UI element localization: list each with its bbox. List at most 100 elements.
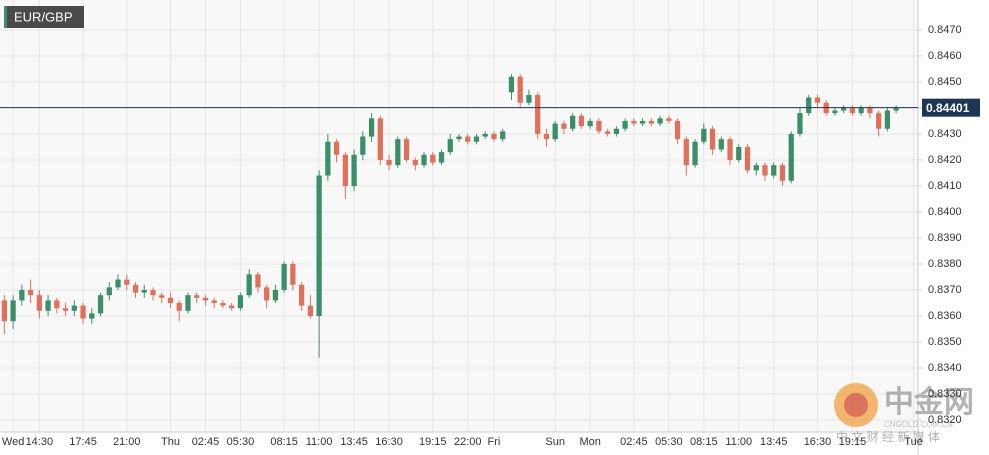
candle-body <box>727 139 733 160</box>
candle-body <box>281 263 287 290</box>
candle-body <box>797 113 803 134</box>
candle-body <box>884 110 891 129</box>
candle-body <box>360 136 366 155</box>
y-tick-label: 0.8320 <box>928 414 962 426</box>
y-tick-label: 0.8360 <box>928 310 962 322</box>
y-tick-label: 0.8390 <box>928 232 962 244</box>
candle-body <box>395 139 401 166</box>
title-background <box>4 6 84 28</box>
x-tick-label: 19:15 <box>839 436 867 448</box>
candle-body <box>473 136 480 142</box>
x-tick-label: 11:00 <box>306 436 333 448</box>
x-tick-label: 05:30 <box>655 436 683 448</box>
candle-body <box>176 302 182 311</box>
candle-body <box>185 295 191 311</box>
x-tick-label: Wed <box>2 436 24 448</box>
candle-body <box>736 146 742 160</box>
candle-body <box>132 284 139 293</box>
candle-body <box>377 118 383 160</box>
x-tick-label: 08:15 <box>270 436 298 448</box>
candle-body <box>841 107 847 111</box>
candle-body <box>771 165 777 176</box>
x-tick-label: 19:15 <box>419 436 447 448</box>
x-tick-label: 17:45 <box>69 436 97 448</box>
candle-body <box>517 76 523 103</box>
candle-body <box>45 300 51 311</box>
candle-body <box>674 120 681 140</box>
candle-body <box>832 110 838 114</box>
candle-body <box>36 295 42 311</box>
candle-body <box>272 289 279 301</box>
candle-body <box>639 120 646 124</box>
candle-body <box>255 274 261 288</box>
x-tick-label: Mon <box>579 436 600 448</box>
candle-body <box>211 300 217 303</box>
watermark-slogan: 中 文 财 经 新 媒 体 <box>836 429 940 444</box>
candle-body <box>412 159 418 166</box>
candle-body <box>62 308 69 311</box>
x-tick-label: 13:45 <box>760 436 788 448</box>
candle-body <box>491 133 497 140</box>
x-tick-label: 02:45 <box>620 436 648 448</box>
candle-body <box>351 154 357 186</box>
x-tick-label: Sun <box>545 436 565 448</box>
x-tick-label: 05:30 <box>227 436 255 448</box>
x-tick-label: 22:00 <box>454 436 482 448</box>
x-tick-label: 13:45 <box>340 436 368 448</box>
candle-body <box>10 300 16 322</box>
x-tick-label: 16:30 <box>804 436 832 448</box>
watermark: 中金网 CNGOLD.COM.CN 中 文 财 经 新 媒 体 <box>834 383 974 444</box>
plot-background <box>0 0 918 432</box>
candle-body <box>543 133 550 140</box>
candle-body <box>1 300 7 322</box>
x-tick-label: 16:30 <box>375 436 403 448</box>
candle-body <box>779 165 786 181</box>
candle-body <box>54 300 60 309</box>
x-tick-label: 02:45 <box>192 436 220 448</box>
y-tick-label: 0.8370 <box>928 284 962 296</box>
candle-body <box>421 154 427 166</box>
watermark-logo: 中金网 <box>884 385 974 419</box>
candle-body <box>718 139 724 150</box>
title-accent <box>4 6 7 28</box>
last-price-box <box>922 98 980 117</box>
y-tick-label: 0.8470 <box>928 24 962 36</box>
candle-body <box>893 107 899 111</box>
candle-body <box>19 289 25 301</box>
y-tick-label: 0.8400 <box>928 206 962 218</box>
candle-body <box>159 295 165 298</box>
x-tick-label: 08:15 <box>690 436 718 448</box>
y-tick-label: 0.8430 <box>928 128 962 140</box>
y-tick-label: 0.8420 <box>928 154 962 166</box>
candle-body <box>368 118 375 137</box>
candle-body <box>657 118 663 124</box>
candle-body <box>753 165 759 171</box>
y-tick-label: 0.8450 <box>928 76 962 88</box>
candle-body <box>299 284 305 306</box>
watermark-site: CNGOLD.COM.CN <box>884 420 953 429</box>
candle-body <box>482 133 488 137</box>
candle-body <box>666 118 672 121</box>
candle-body <box>876 113 882 129</box>
y-tick-label: 0.8340 <box>928 362 962 374</box>
y-tick-label: 0.8350 <box>928 336 962 348</box>
candle-body <box>701 128 707 142</box>
x-tick-label: Fri <box>488 436 501 448</box>
y-tick-label: 0.8410 <box>928 180 962 192</box>
candle-body <box>526 94 532 103</box>
candle-body <box>622 120 628 129</box>
candle-body <box>613 128 619 134</box>
candle-body <box>596 120 602 132</box>
candle-body <box>508 76 515 93</box>
candle-body <box>141 289 147 293</box>
candle-body <box>692 141 698 166</box>
x-tick-label: Tue <box>904 436 923 448</box>
x-tick-label: 14:30 <box>26 436 54 448</box>
candle-body <box>867 107 873 114</box>
candle-body <box>535 94 541 134</box>
candle-body <box>447 139 453 153</box>
candle-body <box>80 305 86 319</box>
candle-body <box>849 107 856 114</box>
candle-body <box>71 305 77 311</box>
